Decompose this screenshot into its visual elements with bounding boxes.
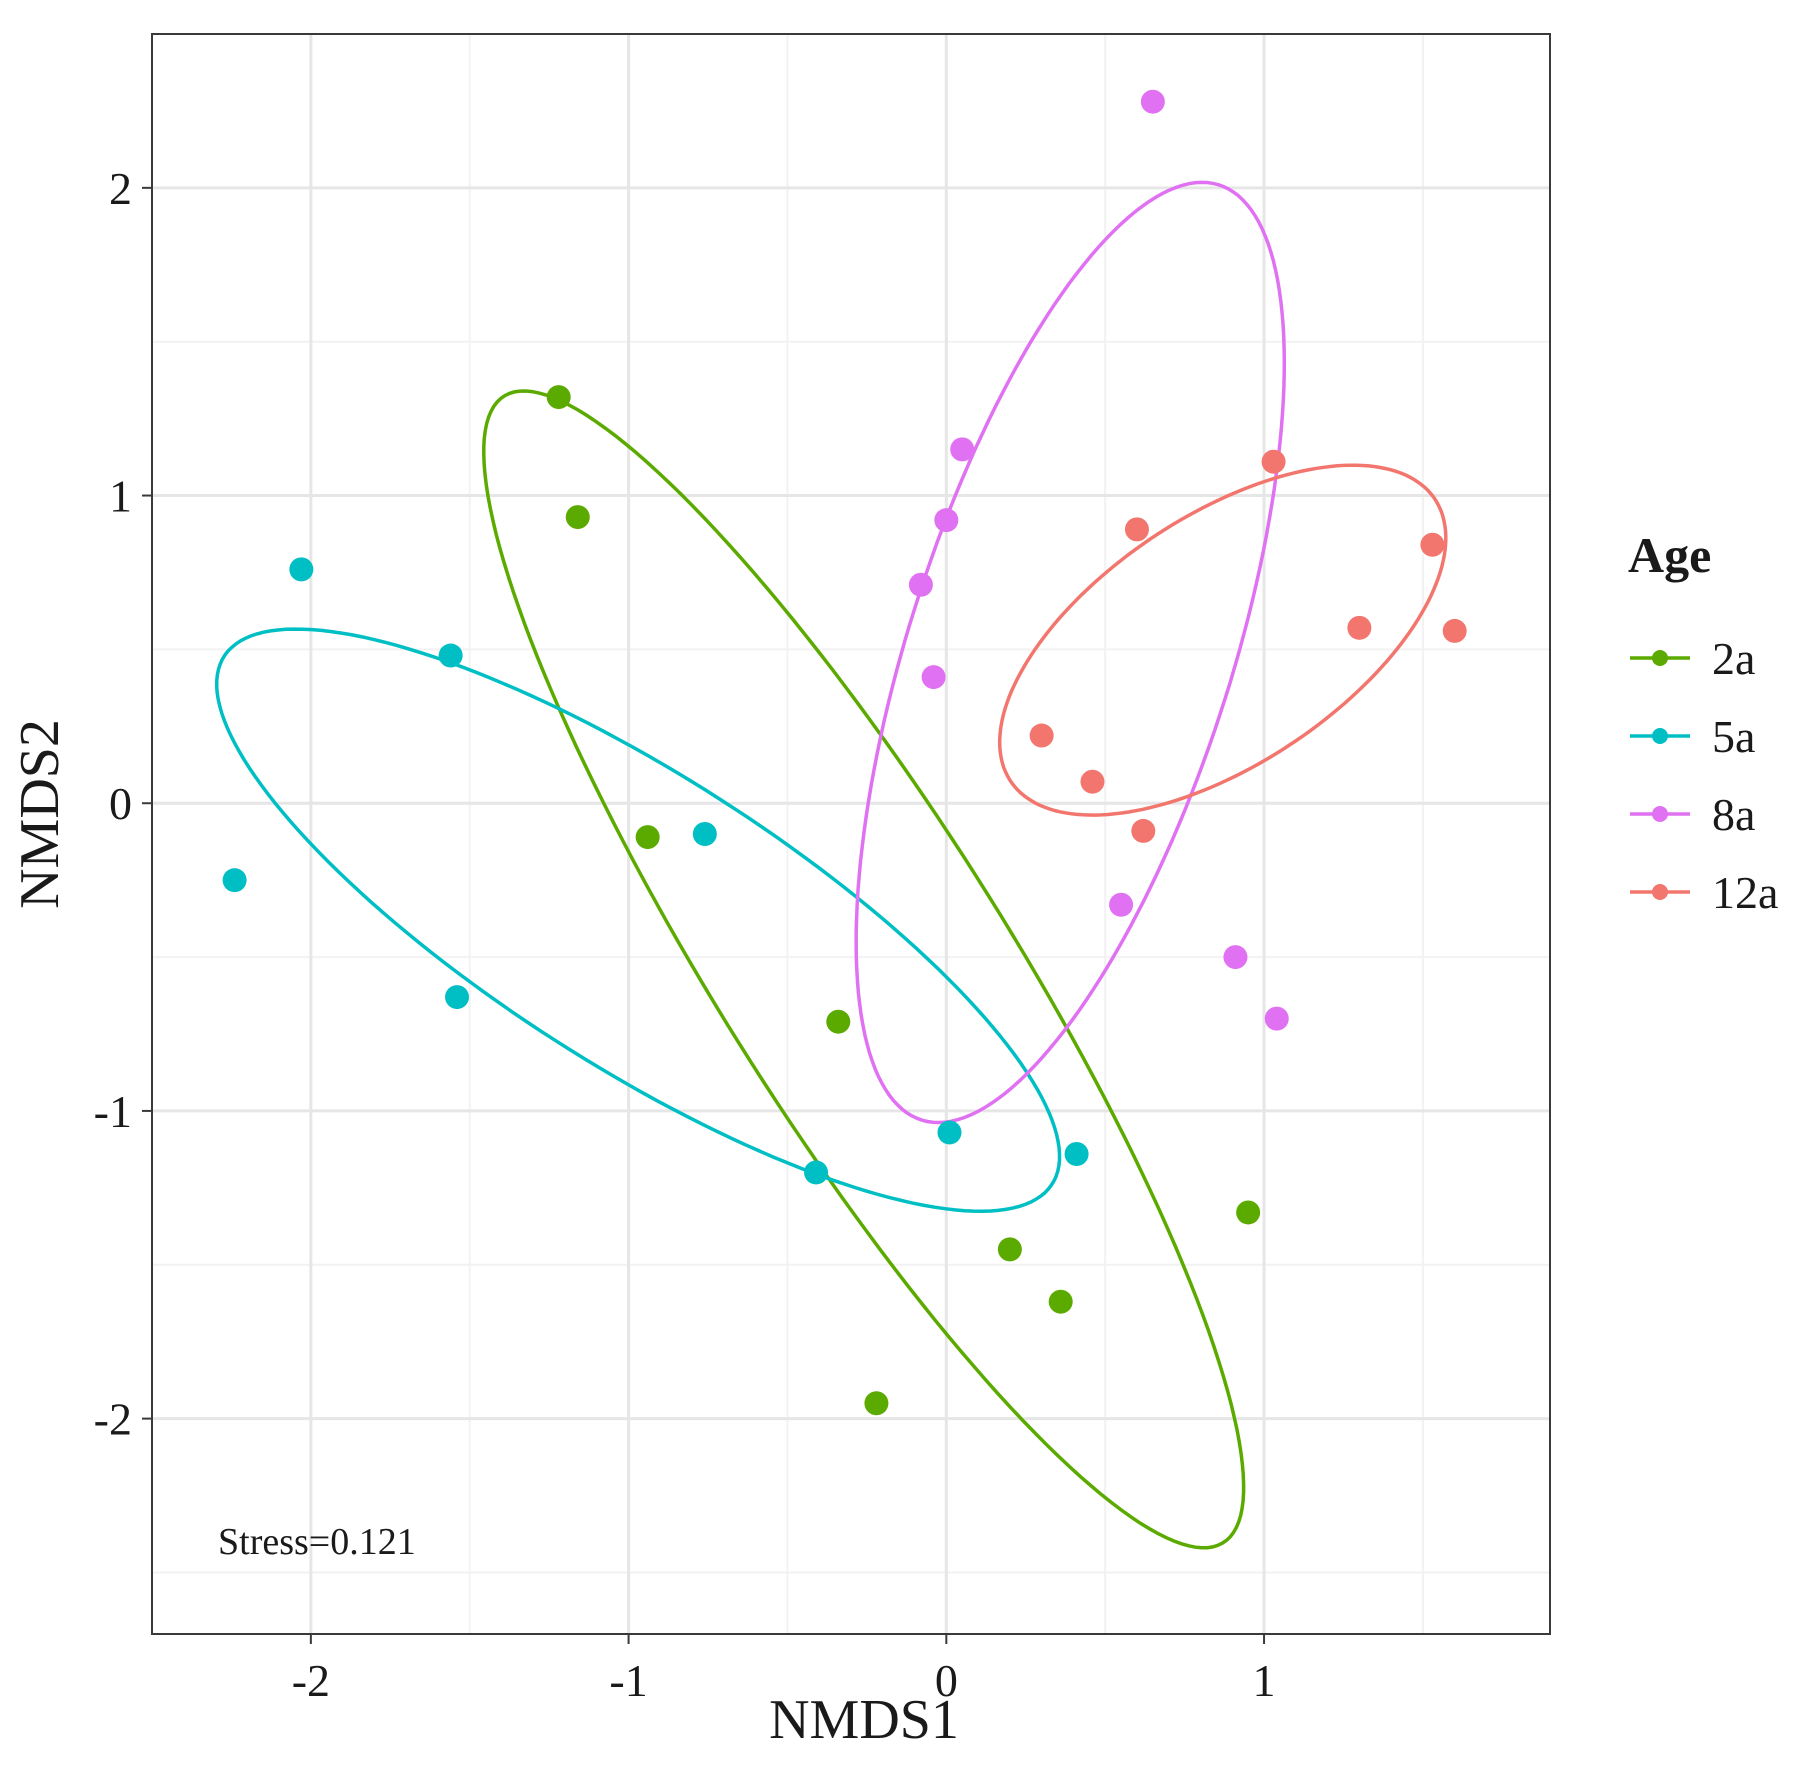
x-tick-label: -1 [609, 1655, 647, 1706]
x-axis-title: NMDS1 [769, 1689, 959, 1751]
data-points [222, 89, 1467, 1416]
legend-title: Age [1628, 527, 1711, 583]
point-2a [1048, 1289, 1073, 1314]
ellipse-12a [997, 463, 1448, 817]
point-8a [921, 665, 946, 690]
legend-label-12a: 12a [1712, 867, 1778, 918]
legend-marker-8a [1652, 806, 1668, 822]
y-tick-label: 2 [109, 163, 132, 214]
point-5a [692, 822, 717, 846]
point-2a [546, 385, 571, 410]
legend-label-2a: 2a [1712, 633, 1755, 684]
point-8a [1223, 945, 1248, 970]
ellipse-5a [214, 627, 1062, 1213]
point-12a [1347, 615, 1372, 640]
point-8a [908, 572, 933, 597]
x-tick-label: 1 [1253, 1655, 1276, 1706]
stress-annotation: Stress=0.121 [218, 1521, 416, 1563]
point-8a [1140, 89, 1165, 114]
x-tick-label: -2 [292, 1655, 330, 1706]
y-axis-title: NMDS2 [9, 719, 71, 909]
point-5a [438, 643, 463, 668]
y-tick-label: 1 [109, 471, 132, 522]
point-5a [937, 1120, 962, 1145]
point-12a [1261, 449, 1286, 474]
point-12a [1442, 618, 1467, 643]
y-tick-label: -2 [94, 1394, 132, 1445]
point-2a [997, 1237, 1022, 1262]
point-2a [864, 1391, 889, 1416]
legend-marker-12a [1652, 884, 1668, 900]
point-2a [565, 505, 590, 530]
ellipses [214, 180, 1448, 1550]
ellipse-2a [482, 389, 1246, 1550]
grid [152, 34, 1550, 1634]
point-8a [1264, 1006, 1289, 1031]
point-5a [804, 1160, 829, 1185]
point-12a [1029, 723, 1054, 748]
point-8a [1109, 892, 1134, 917]
point-8a [950, 437, 975, 462]
legend-marker-2a [1652, 650, 1668, 666]
legend-marker-5a [1652, 728, 1668, 744]
point-2a [826, 1009, 851, 1034]
y-tick-label: 0 [109, 778, 132, 829]
point-12a [1080, 769, 1105, 794]
legend-label-5a: 5a [1712, 711, 1755, 762]
point-8a [934, 508, 959, 533]
point-12a [1124, 517, 1149, 542]
point-5a [289, 557, 314, 582]
point-2a [635, 825, 660, 850]
point-5a [222, 868, 247, 893]
legend-label-8a: 8a [1712, 789, 1755, 840]
ellipse-8a [854, 180, 1287, 1125]
point-12a [1420, 532, 1445, 557]
point-5a [445, 985, 470, 1010]
point-12a [1131, 818, 1156, 843]
axis-ticks: -2 -1 0 1 -2 -1 0 1 2 [94, 163, 1276, 1706]
point-2a [1236, 1200, 1261, 1225]
legend-items: 2a 5a 8a 12a [1630, 633, 1778, 918]
panel-border [151, 33, 1551, 1635]
point-5a [1064, 1142, 1089, 1166]
legend: Age 2a 5a 8a 12a [1628, 527, 1778, 918]
x-tick-label: 0 [935, 1655, 958, 1706]
y-tick-label: -1 [94, 1086, 132, 1137]
